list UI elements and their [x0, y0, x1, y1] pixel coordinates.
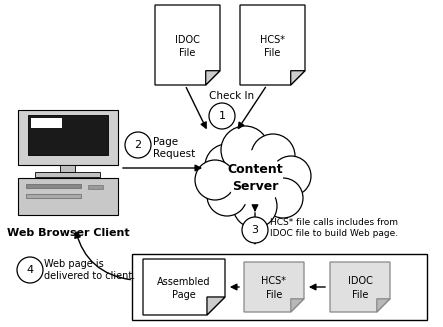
Text: Content
Server: Content Server: [227, 163, 283, 193]
Circle shape: [242, 217, 268, 243]
Circle shape: [221, 126, 269, 174]
Circle shape: [207, 176, 247, 216]
Text: IDOC
File: IDOC File: [175, 35, 200, 58]
Text: HCS* file calls includes from
IDOC file to build Web page.: HCS* file calls includes from IDOC file …: [270, 217, 398, 238]
Circle shape: [205, 144, 249, 188]
Circle shape: [209, 103, 235, 129]
Text: Page
Request: Page Request: [153, 137, 195, 159]
Text: Web Browser Client: Web Browser Client: [7, 228, 129, 238]
Circle shape: [263, 178, 303, 218]
Circle shape: [227, 150, 283, 206]
Circle shape: [195, 160, 235, 200]
Text: Web page is
delivered to client.: Web page is delivered to client.: [44, 259, 135, 281]
Text: Assembled
Page: Assembled Page: [157, 277, 211, 300]
Polygon shape: [143, 259, 225, 315]
Circle shape: [17, 257, 43, 283]
FancyBboxPatch shape: [18, 110, 118, 164]
Circle shape: [125, 132, 151, 158]
FancyBboxPatch shape: [26, 184, 81, 188]
Text: 3: 3: [252, 225, 259, 235]
Polygon shape: [207, 297, 225, 315]
Polygon shape: [291, 71, 305, 85]
Polygon shape: [244, 262, 304, 312]
Text: 4: 4: [27, 265, 34, 275]
FancyBboxPatch shape: [18, 178, 118, 215]
Polygon shape: [206, 71, 220, 85]
Text: 2: 2: [134, 140, 142, 150]
FancyBboxPatch shape: [88, 185, 103, 189]
Text: HCS*
File: HCS* File: [260, 35, 285, 58]
Circle shape: [233, 184, 277, 228]
Polygon shape: [240, 5, 305, 85]
FancyArrowPatch shape: [75, 232, 130, 280]
Text: Check In: Check In: [210, 91, 255, 101]
Polygon shape: [291, 299, 304, 312]
FancyBboxPatch shape: [26, 194, 81, 198]
FancyBboxPatch shape: [61, 164, 75, 172]
Circle shape: [271, 156, 311, 196]
Polygon shape: [330, 262, 390, 312]
Circle shape: [251, 134, 295, 178]
Polygon shape: [377, 299, 390, 312]
Text: IDOC
File: IDOC File: [348, 276, 373, 300]
Text: HCS*
File: HCS* File: [261, 276, 287, 300]
FancyBboxPatch shape: [132, 254, 427, 320]
FancyBboxPatch shape: [31, 118, 62, 128]
FancyBboxPatch shape: [35, 172, 101, 177]
Polygon shape: [155, 5, 220, 85]
Text: 1: 1: [218, 111, 225, 121]
FancyBboxPatch shape: [28, 115, 108, 155]
